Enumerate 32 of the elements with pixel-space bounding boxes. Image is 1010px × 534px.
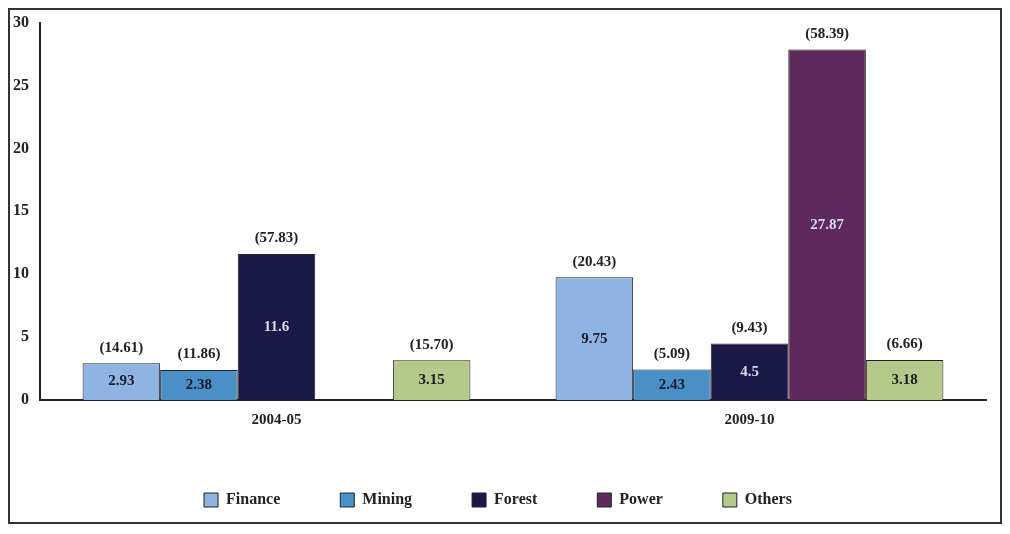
data-label: 3.18: [891, 370, 918, 387]
data-label: 4.5: [740, 362, 759, 379]
annotation: (20.43): [572, 252, 617, 270]
x-tick-label: 2009-10: [724, 410, 775, 427]
data-label: 3.15: [418, 371, 445, 388]
y-tick-label: 15: [13, 201, 29, 219]
data-label: 2.38: [185, 375, 213, 392]
data-label: 2.93: [108, 372, 135, 389]
annotation: (57.83): [254, 229, 299, 247]
annotation: (58.39): [805, 24, 849, 42]
data-label: 9.75: [581, 329, 608, 346]
annotation: (6.66): [886, 335, 923, 353]
legend-label: Power: [619, 490, 663, 508]
data-label: 27.87: [810, 215, 845, 232]
data-label: 2.43: [658, 375, 686, 392]
y-tick-label: 20: [13, 138, 29, 156]
x-tick-label: 2004-05: [251, 410, 302, 427]
legend-label: Finance: [226, 490, 281, 508]
legend-label: Others: [744, 490, 792, 508]
y-tick-label: 10: [13, 264, 29, 282]
y-tick-label: 0: [21, 390, 29, 408]
annotation: (9.43): [731, 318, 768, 336]
y-tick-label: 5: [21, 327, 29, 345]
annotation: (5.09): [653, 344, 691, 362]
annotation: (14.61): [99, 338, 144, 356]
data-label: 11.6: [263, 317, 290, 334]
annotation: (15.70): [409, 335, 454, 353]
annotation: (11.86): [177, 345, 221, 363]
y-tick-label: 30: [13, 12, 29, 30]
y-tick-label: 25: [13, 75, 29, 93]
legend-label: Forest: [494, 490, 538, 508]
legend-label: Mining: [362, 490, 413, 509]
